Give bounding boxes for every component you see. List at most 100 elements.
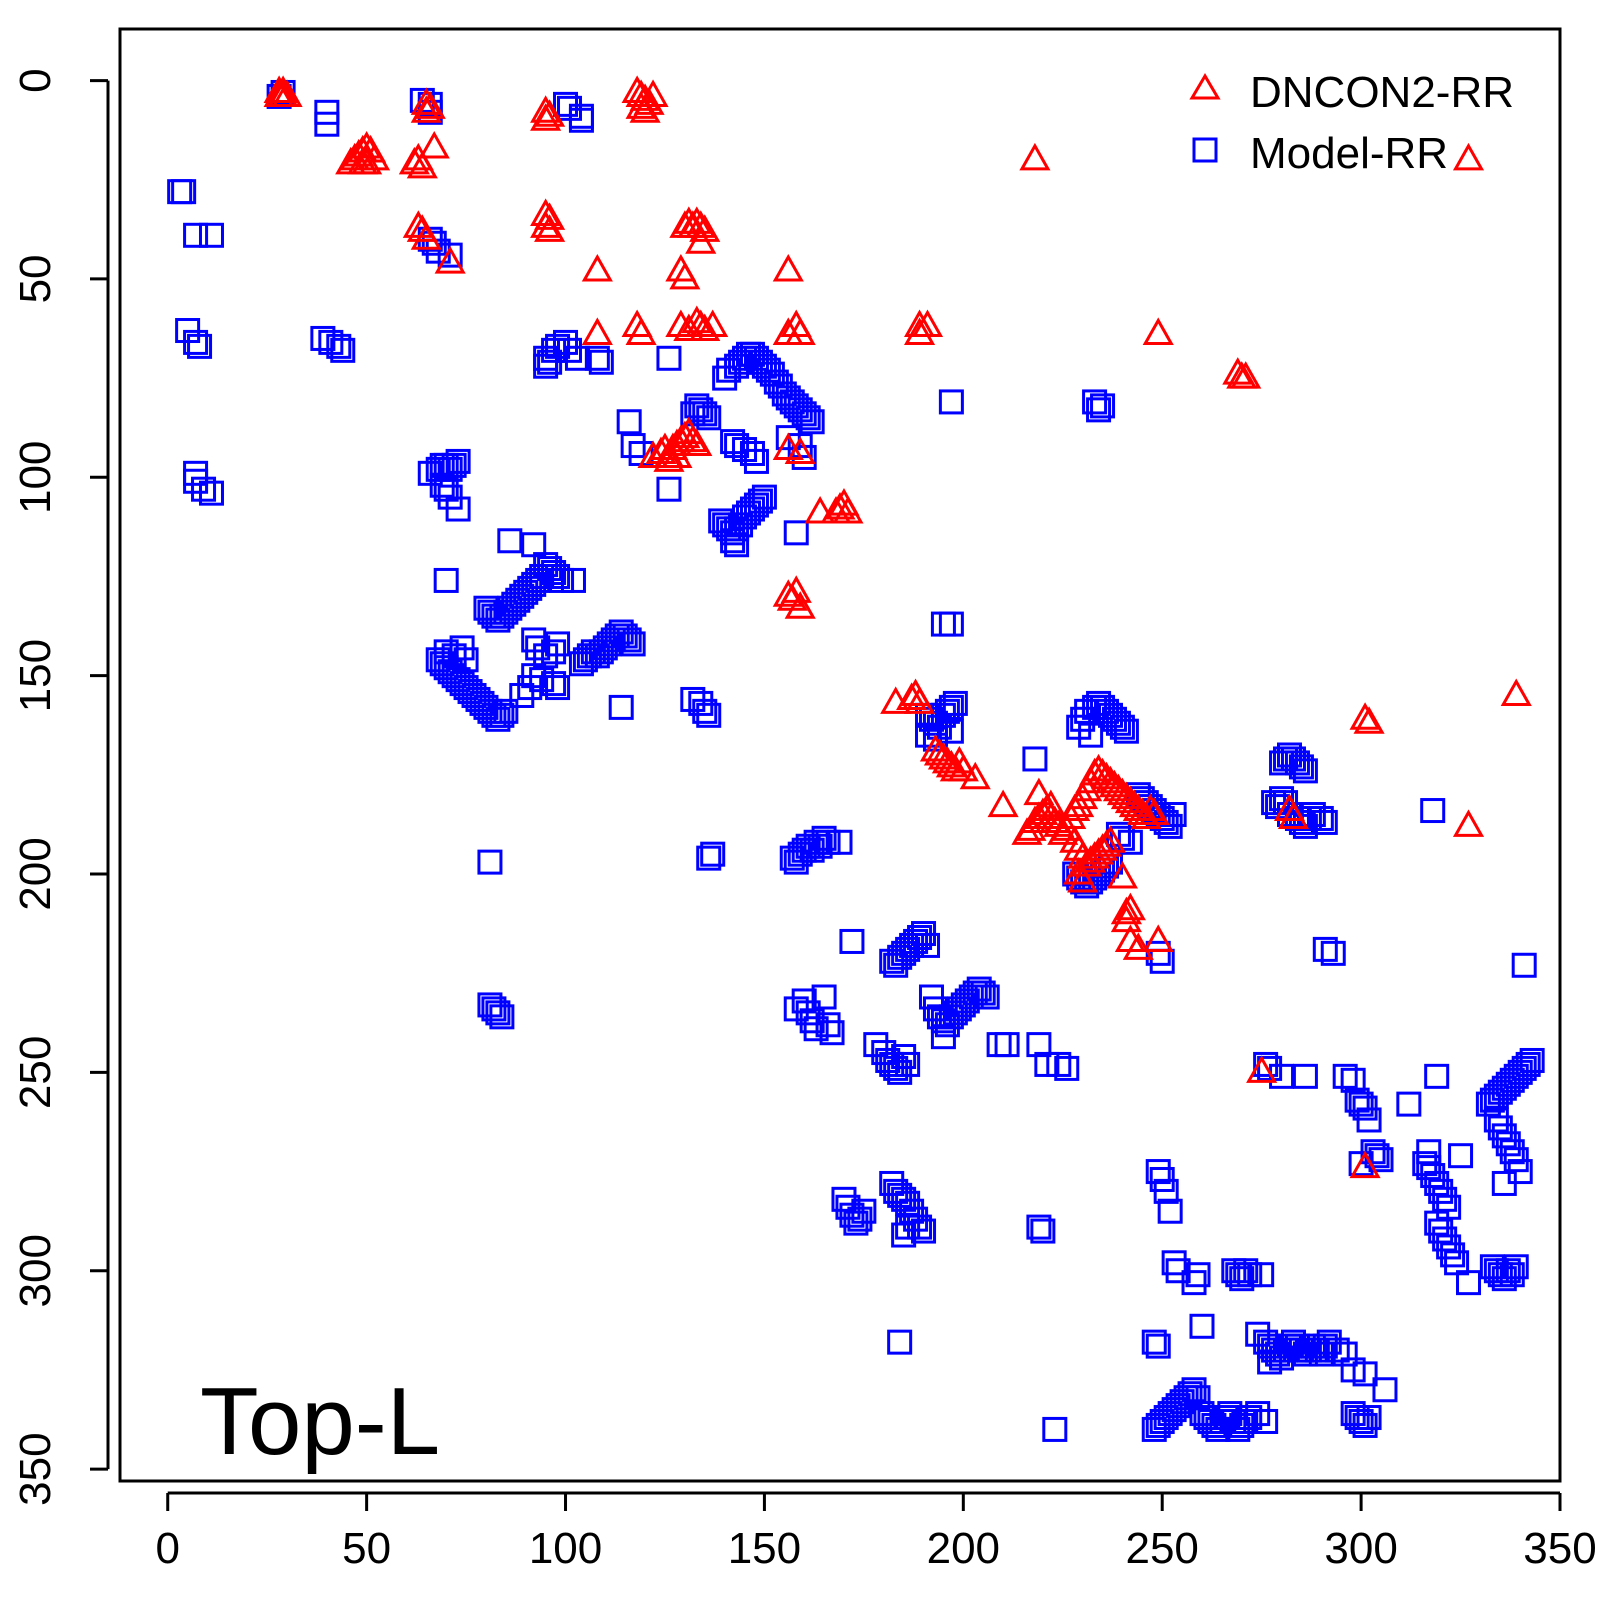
- square-point: [1332, 1341, 1358, 1367]
- triangle-point: [1094, 825, 1127, 853]
- triangle-point: [406, 150, 438, 179]
- square-point: [743, 492, 769, 518]
- square-point: [783, 520, 809, 546]
- square-point: [433, 567, 459, 593]
- y-tick-label: 350: [11, 1432, 60, 1505]
- square-point: [1181, 1377, 1207, 1403]
- square-point: [171, 179, 197, 205]
- square-point: [1432, 1226, 1458, 1252]
- square-point: [692, 401, 718, 427]
- square-point: [934, 698, 960, 724]
- square-point: [1189, 1313, 1215, 1339]
- square-point: [1105, 710, 1131, 736]
- square-point: [1356, 1107, 1382, 1133]
- square-point: [895, 1051, 921, 1077]
- data-points: [167, 75, 1545, 1442]
- triangle-point: [1142, 317, 1174, 345]
- square-point: [1153, 1178, 1179, 1204]
- square-point: [191, 476, 217, 502]
- triangle-point: [530, 103, 562, 131]
- triangle-point: [1230, 361, 1262, 389]
- square-point: [433, 639, 459, 665]
- triangle-point: [673, 313, 705, 342]
- square-point: [198, 480, 224, 506]
- y-tick-label: 200: [11, 837, 60, 910]
- square-point: [1519, 1047, 1545, 1073]
- square-point: [1046, 1051, 1072, 1077]
- triangle-point: [1349, 702, 1381, 730]
- triangle-point: [772, 253, 804, 282]
- square-point: [1499, 1139, 1525, 1165]
- square-point: [1229, 1266, 1255, 1292]
- square-point: [994, 1032, 1020, 1058]
- square-point: [895, 1190, 921, 1216]
- x-tick-label: 100: [529, 1524, 602, 1573]
- square-point: [198, 222, 224, 248]
- triangle-point: [637, 440, 669, 468]
- triangle-point: [896, 682, 928, 710]
- square-point: [799, 409, 825, 435]
- triangle-point: [669, 261, 701, 290]
- square-point: [1416, 1139, 1442, 1165]
- triangle-point: [1134, 793, 1166, 822]
- triangle-point: [677, 424, 709, 453]
- triangle-point: [689, 214, 721, 242]
- square-point: [938, 611, 964, 637]
- square-point: [747, 488, 773, 514]
- square-point: [692, 698, 718, 724]
- square-point: [891, 1044, 917, 1070]
- square-point: [938, 389, 964, 415]
- square-point: [1078, 722, 1104, 748]
- triangle-point: [784, 436, 816, 464]
- square-point: [560, 567, 586, 593]
- square-point: [1233, 1258, 1259, 1284]
- square-point: [895, 1214, 921, 1240]
- square-point: [1456, 1270, 1482, 1296]
- x-tick-label: 200: [927, 1524, 1000, 1573]
- square-point: [485, 706, 511, 732]
- square-point: [815, 1012, 841, 1038]
- triangle-point: [1452, 809, 1485, 837]
- series-dncon2-rr: [263, 75, 1532, 1179]
- square-point: [1396, 1091, 1422, 1117]
- triangle-point: [581, 317, 613, 345]
- triangle-point: [271, 79, 303, 107]
- square-point: [887, 1059, 913, 1085]
- square-point: [930, 1024, 956, 1050]
- square-point: [1141, 1329, 1167, 1355]
- square-point: [568, 107, 594, 133]
- triangle-point: [530, 95, 562, 123]
- square-point: [696, 702, 722, 728]
- triangle-point: [689, 313, 721, 342]
- triangle-point: [804, 495, 836, 524]
- square-point: [1483, 1107, 1509, 1133]
- square-point: [1352, 1361, 1378, 1387]
- square-point: [942, 690, 968, 716]
- square-point: [739, 440, 765, 466]
- square-point: [1436, 1234, 1462, 1260]
- square-point: [541, 639, 567, 665]
- y-tick-label: 100: [11, 441, 60, 514]
- square-point: [791, 401, 817, 427]
- square-point: [688, 397, 714, 423]
- square-point: [1491, 1123, 1517, 1149]
- square-point: [1113, 718, 1139, 744]
- square-point: [545, 675, 571, 701]
- triangle-point: [410, 95, 442, 123]
- square-point: [485, 1000, 511, 1026]
- square-point: [183, 329, 209, 355]
- triangle-point: [1067, 864, 1099, 893]
- square-point: [966, 976, 992, 1002]
- square-point: [1511, 952, 1537, 978]
- triangle-point: [697, 309, 729, 338]
- triangle-point: [534, 214, 566, 242]
- square-point: [1432, 1186, 1458, 1212]
- square-point: [1312, 809, 1338, 835]
- y-tick-label: 250: [11, 1036, 60, 1109]
- x-tick-label: 50: [342, 1524, 391, 1573]
- square-point: [314, 111, 340, 137]
- square-point: [1022, 746, 1048, 772]
- triangle-point: [1500, 678, 1532, 706]
- square-point: [696, 405, 722, 431]
